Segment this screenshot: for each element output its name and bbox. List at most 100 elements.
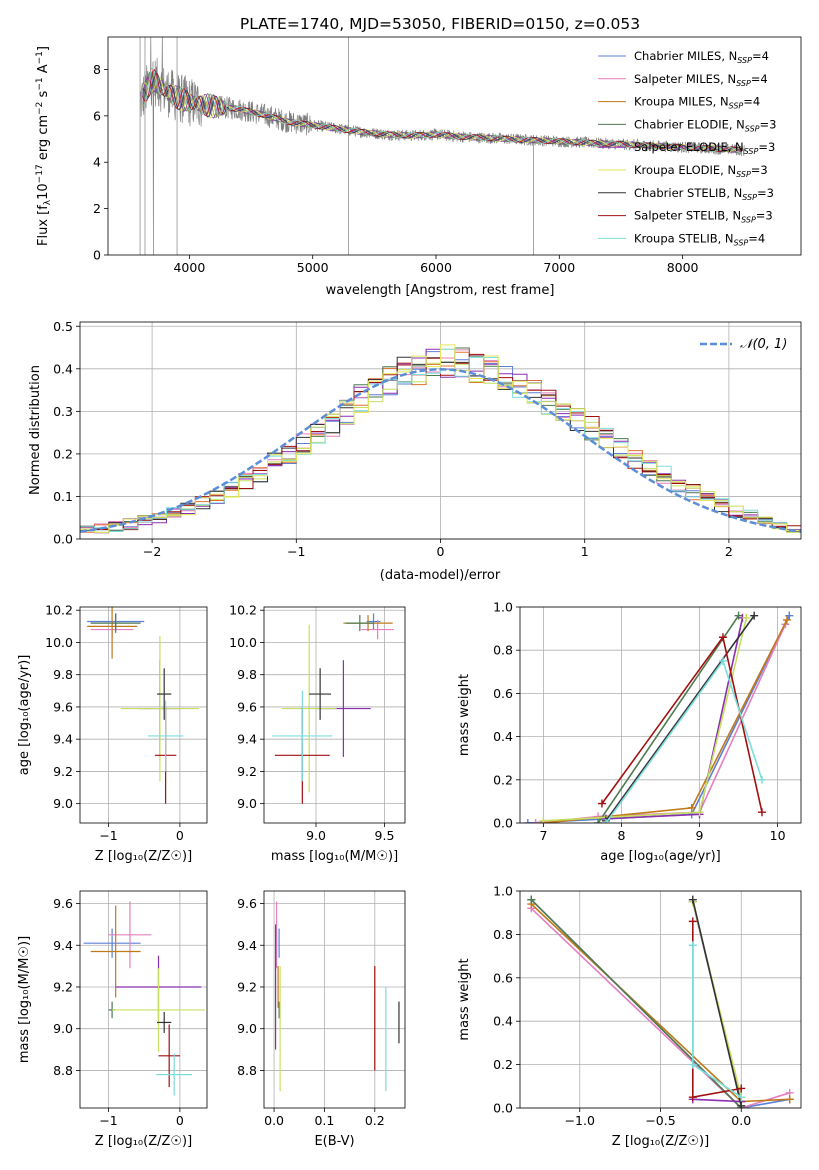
spectrum-plot-area xyxy=(139,37,745,255)
y-tick-label: 9.2 xyxy=(237,764,257,779)
x-tick-label: 8000 xyxy=(667,260,699,275)
y-tick-label: 9.6 xyxy=(53,896,73,911)
x-tick-label: 7 xyxy=(539,828,547,843)
age-vs-Z-axes-frame xyxy=(79,606,208,824)
model-spectrum-line xyxy=(142,76,742,153)
legend-entry-label: Kroupa STELIB, NSSP=4 xyxy=(634,231,765,247)
mass-weight-marker xyxy=(785,611,794,620)
mass-weight-marker xyxy=(688,1060,697,1069)
legend-entry-label: Kroupa ELODIE, NSSP=3 xyxy=(634,163,768,179)
legend-entry-label: Chabrier MILES, NSSP=4 xyxy=(634,49,769,65)
mass-weight-line xyxy=(605,615,755,822)
parameter-panels: −1 0 9.0 9.2 9.4 9.6 9.8 10.0 10.2 Z [log₁₀(Z/Z☉)… xyxy=(17,600,802,1149)
y-tick-label: 0 xyxy=(93,248,101,263)
mass-weight-marker xyxy=(523,819,532,823)
x-tick-label: −2 xyxy=(143,544,161,559)
y-tick-label: 0.4 xyxy=(493,729,513,744)
model-spectrum-line xyxy=(142,73,742,153)
massweight-vs-Z-ylabel: mass weight xyxy=(457,958,472,1040)
y-tick-label: 9.8 xyxy=(237,667,257,682)
y-tick-label: 8.8 xyxy=(53,1063,73,1078)
legend-entry-label: Salpeter ELODIE, NSSP=3 xyxy=(634,140,775,156)
age-vs-mass-axes-frame xyxy=(263,606,406,824)
y-tick-label: 9.0 xyxy=(237,1021,257,1036)
mass-weight-marker xyxy=(688,941,697,950)
x-tick-label: 0 xyxy=(176,828,184,843)
y-tick-label: 9.2 xyxy=(237,979,257,994)
mass-weight-marker xyxy=(597,799,606,808)
legend-entry-label: Chabrier STELIB, NSSP=3 xyxy=(634,186,774,202)
x-tick-label: 10 xyxy=(770,828,786,843)
gaussian-legend-label: 𝒩(0, 1) xyxy=(740,337,787,352)
age-vs-Z-plot-area xyxy=(87,607,200,804)
x-tick-label: −1 xyxy=(287,544,305,559)
legend-entry-label: Salpeter STELIB, NSSP=3 xyxy=(634,209,773,225)
y-tick-label: 0.2 xyxy=(493,1057,513,1072)
spectrum-panel: 4000 5000 6000 7000 8000 0 2 4 6 8 wavelength [An… xyxy=(35,36,802,298)
x-tick-label: 2 xyxy=(725,544,733,559)
mass-weight-marker xyxy=(539,816,548,823)
x-tick-label: −0.5 xyxy=(645,1113,675,1128)
spectrum-axes-frame xyxy=(107,36,802,256)
mass-vs-EBV-xlabel: E(B-V) xyxy=(314,1134,354,1149)
y-tick-label: 9.0 xyxy=(237,796,257,811)
mass-vs-Z-axes-frame xyxy=(79,890,208,1109)
y-tick-label: 0.0 xyxy=(493,816,513,831)
legend-entry-label: Chabrier ELODIE, NSSP=3 xyxy=(634,117,776,133)
y-tick-label: 0.2 xyxy=(493,772,513,787)
mass-weight-marker xyxy=(750,611,759,620)
x-tick-label: 0 xyxy=(176,1113,184,1128)
y-tick-label: 1.0 xyxy=(493,600,513,615)
mass-weight-marker xyxy=(695,808,704,817)
model-spectrum-line xyxy=(142,66,742,154)
mass-weight-marker xyxy=(737,1084,746,1093)
massweight-vs-age-panel: 7 8 9 10 0.0 0.2 0.4 0.6 0.8 1.0 age [log₁₀(age/yr… xyxy=(457,600,802,864)
spectrum-ticks: 4000 5000 6000 7000 8000 0 2 4 6 8 xyxy=(93,62,699,275)
mass-weight-marker xyxy=(757,775,766,784)
age-vs-Z-panel: −1 0 9.0 9.2 9.4 9.6 9.8 10.0 10.2 Z [log₁₀(Z/Z☉)… xyxy=(17,603,208,864)
age-vs-Z-xlabel: Z [log₁₀(Z/Z☉)] xyxy=(95,849,192,864)
gaussian-curve xyxy=(80,368,801,533)
y-tick-label: 9.4 xyxy=(53,732,73,747)
age-vs-mass-plot-area xyxy=(272,613,395,804)
y-tick-label: 8 xyxy=(93,62,101,77)
y-tick-label: 9.4 xyxy=(237,938,257,953)
spectrum-xlabel: wavelength [Angstrom, rest frame] xyxy=(326,283,555,298)
y-tick-label: 10.0 xyxy=(229,635,257,650)
mass-vs-EBV-axes-frame xyxy=(263,890,406,1109)
y-tick-label: 0.2 xyxy=(53,446,73,461)
mass-weight-marker xyxy=(688,917,697,926)
x-tick-label: 9.5 xyxy=(375,828,395,843)
age-vs-mass-xlabel: mass [log₁₀(M/M☉)] xyxy=(271,849,398,864)
x-tick-label: 0.0 xyxy=(731,1113,751,1128)
mass-weight-line xyxy=(605,659,763,823)
mass-weight-marker xyxy=(601,819,610,823)
y-tick-label: 0.4 xyxy=(53,361,73,376)
x-tick-label: 1 xyxy=(581,544,589,559)
massweight-vs-age-ylabel: mass weight xyxy=(457,674,472,756)
mass-weight-marker xyxy=(737,1093,746,1102)
mass-vs-Z-panel: −1 0 8.8 9.0 9.2 9.4 9.6 Z [log₁₀(Z/Z☉)] mass [l… xyxy=(17,890,208,1149)
y-tick-label: 0.3 xyxy=(53,404,73,419)
mass-vs-Z-xlabel: Z [log₁₀(Z/Z☉)] xyxy=(95,1134,192,1149)
y-tick-label: 0.8 xyxy=(493,927,513,942)
mass-weight-marker xyxy=(718,657,727,665)
mass-weight-marker xyxy=(594,819,603,823)
y-tick-label: 9.6 xyxy=(53,699,73,714)
y-tick-label: 4 xyxy=(93,155,101,170)
mass-vs-Z-ylabel: mass [log₁₀(M/M☉)] xyxy=(17,936,32,1063)
y-tick-label: 0.8 xyxy=(493,643,513,658)
mass-vs-Z-plot-area xyxy=(83,901,205,1096)
y-tick-label: 9.2 xyxy=(53,764,73,779)
massweight-vs-age-axes-frame xyxy=(519,606,802,824)
y-tick-label: 2 xyxy=(93,201,101,216)
mass-weight-marker xyxy=(742,613,751,622)
mass-weight-marker xyxy=(782,615,791,624)
y-tick-label: 9.2 xyxy=(53,979,73,994)
mass-weight-marker xyxy=(785,1095,794,1104)
mass-weight-marker xyxy=(688,1093,697,1102)
residual-histogram-step xyxy=(80,344,801,533)
residual-ticks: −2 −1 0 1 2 0.0 0.1 0.2 0.3 0.4 0.5 xyxy=(53,319,733,559)
x-tick-label: 0.2 xyxy=(365,1113,385,1128)
age-vs-mass-panel: 9.0 9.5 9.0 9.2 9.4 9.6 9.8 10.0 10.2 mass [log₁₀… xyxy=(229,603,406,864)
